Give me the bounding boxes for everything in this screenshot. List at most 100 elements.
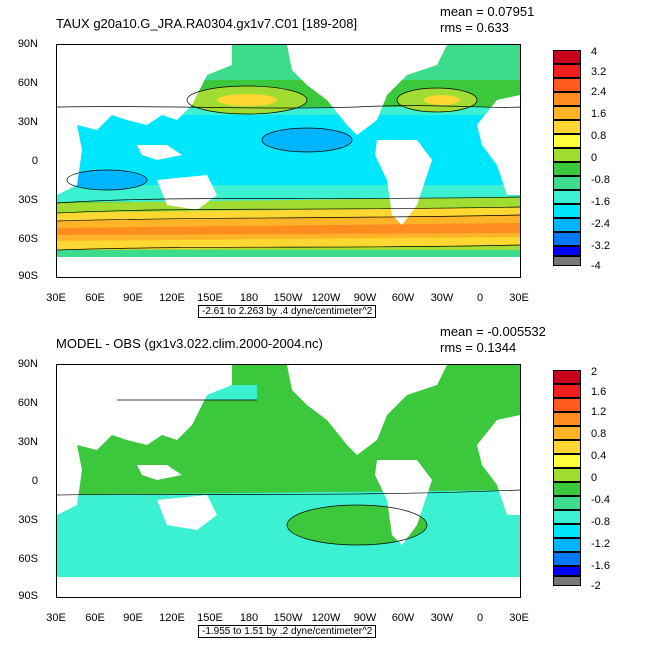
colorbar-box [553,50,581,64]
colorbar-label: -4 [591,260,601,272]
colorbar-label: -1.6 [591,196,610,208]
lat-label: 30N [17,116,38,128]
colorbar-box [553,232,581,246]
lon-label: 30W [430,292,454,304]
lat-label: 60S [18,553,38,565]
land-mask [57,365,520,597]
colorbar-label: 2 [591,366,598,378]
land-mask [57,45,520,277]
colorbar-box [553,92,581,106]
indian-ocean-min [67,170,147,190]
colorbar-box [553,106,581,120]
colorbar-box [553,566,581,576]
lat-label: 60N [17,397,38,409]
lon-label: 90W [353,292,377,304]
colorbar-box [553,148,581,162]
lon-label: 90E [123,292,143,304]
lon-label: 120W [311,292,341,304]
lon-label: 30E [509,292,529,304]
panel-title: MODEL - OBS (gx1v3.022.clim.2000-2004.nc… [56,336,323,351]
colorbar-box [553,190,581,204]
lon-label: 150W [273,612,303,624]
contour-range: -2.61 to 2.263 by .4 dyne/centimeter^2 [198,305,377,318]
lon-label: 120E [159,612,185,624]
lat-label: 90N [17,358,38,370]
colorbar-label: 4 [591,46,598,58]
colorbar-box [553,412,581,426]
colorbar-label: -2.4 [591,218,610,230]
colorbar-box [553,552,581,566]
colorbar-box [553,576,581,586]
colorbar-box [553,524,581,538]
lat-label: 90S [18,590,38,602]
contour-lines [57,399,520,546]
lat-label: 30S [18,194,38,206]
colorbar-label: -0.8 [591,516,610,528]
lon-label: 60W [391,292,415,304]
colorbar-box [553,454,581,468]
colorbar-box [553,120,581,134]
colorbar: 2 1.6 1.2 0.8 0.4 0 -0.4 -0.8 -1.2 -1.6 … [553,366,633,592]
colorbar-label: 0 [591,152,598,164]
lon-label: 90W [353,612,377,624]
model-obs-map [56,364,521,598]
lon-label: 30E [46,612,66,624]
colorbar-box [553,398,581,412]
lon-label: 60W [391,612,415,624]
colorbar-label: 3.2 [591,66,607,78]
model-obs-contour-field [57,365,520,597]
colorbar-label: -0.4 [591,494,610,506]
colorbar-box [553,256,581,266]
lon-label: 150W [273,292,303,304]
lon-label: 180 [239,292,259,304]
colorbar-box [553,204,581,218]
colorbar-box [553,78,581,92]
colorbar-box [553,370,581,384]
mean-value: mean = -0.005532 [440,324,546,339]
colorbar-label: 0.8 [591,428,607,440]
colorbar-label: -0.8 [591,174,610,186]
lat-label: 90N [17,38,38,50]
lon-label: 30E [509,612,529,624]
colorbar-box [553,64,581,78]
rms-value: rms = 0.1344 [440,340,517,355]
lon-label: 60E [85,292,105,304]
model-obs-panel: MODEL - OBS (gx1v3.022.clim.2000-2004.nc… [0,320,647,640]
colorbar-label: 0.8 [591,130,607,142]
lat-label: 30S [18,514,38,526]
colorbar-box [553,510,581,524]
colorbar-label: 1.2 [591,406,607,418]
lon-label: 60E [85,612,105,624]
contour-range: -1.955 to 1.51 by .2 dyne/centimeter^2 [198,625,377,638]
colorbar-label: -2 [591,580,601,592]
north-pacific-core [217,94,277,106]
lat-label: 0 [31,475,38,487]
rms-value: rms = 0.633 [440,20,510,35]
colorbar-box [553,468,581,482]
lon-label: 30W [430,612,454,624]
colorbar-box [553,176,581,190]
panel-title: TAUX g20a10.G_JRA.RA0304.gx1v7.C01 [189-… [56,16,358,31]
colorbar-box [553,162,581,176]
colorbar-box [553,496,581,510]
mean-value: mean = 0.07951 [440,4,535,19]
colorbar-label: -1.2 [591,538,610,550]
colorbar-label: -3.2 [591,240,610,252]
contour-lines [57,85,520,251]
colorbar-box [553,426,581,440]
colorbar-label: -1.6 [591,560,610,572]
colorbar-box [553,384,581,398]
colorbar-box [553,218,581,232]
lon-label: 120E [159,292,185,304]
lat-label: 30N [17,436,38,448]
colorbar-box [553,246,581,256]
colorbar-label: 1.6 [591,108,607,120]
lon-label: 30E [46,292,66,304]
colorbar-box [553,134,581,148]
taux-map [56,44,521,278]
lon-label: 150E [197,292,223,304]
lat-label: 0 [31,155,38,167]
lon-label: 120W [311,612,341,624]
colorbar-box [553,482,581,496]
southern-jet-max [57,223,520,235]
